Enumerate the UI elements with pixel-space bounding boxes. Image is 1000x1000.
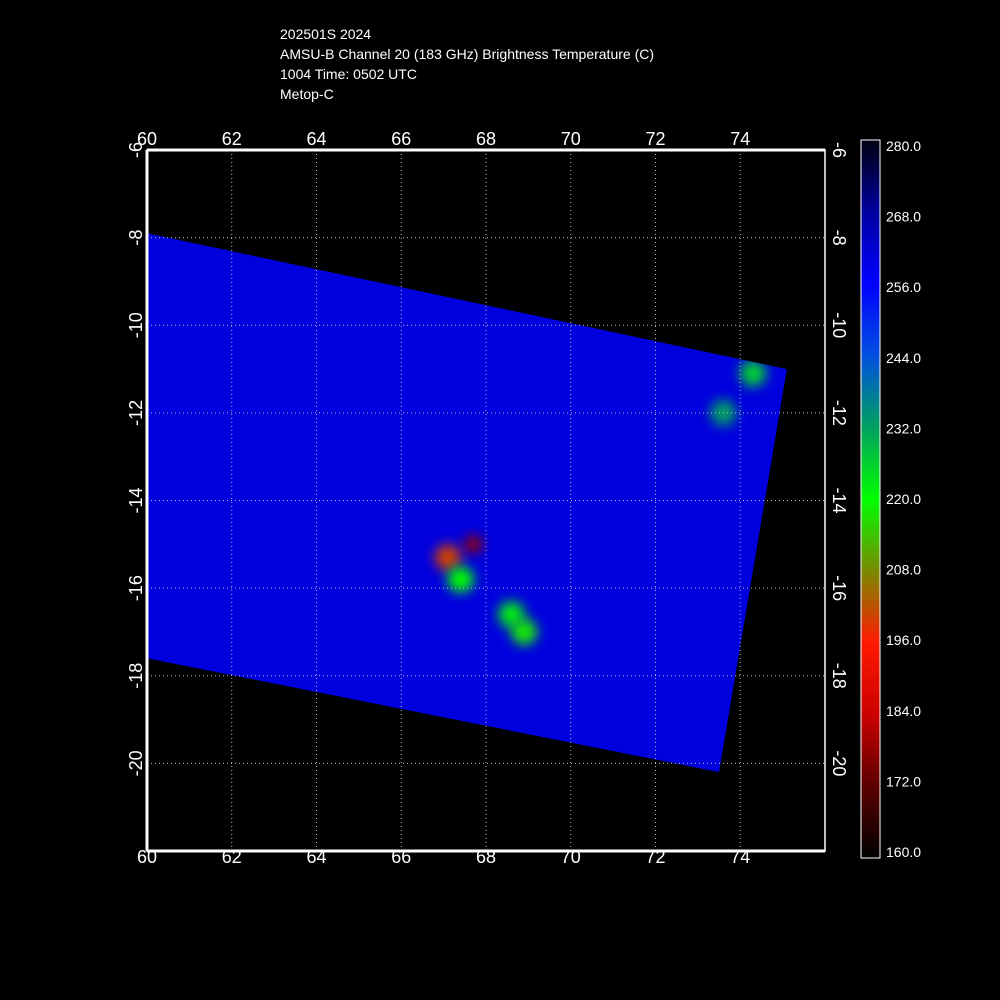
x-tick-bottom-66: 66 xyxy=(391,847,411,867)
y-tick-left--16: -16 xyxy=(126,575,146,601)
y-tick-right--20: -20 xyxy=(829,750,849,776)
y-tick-left--12: -12 xyxy=(126,400,146,426)
colorbar-tick-220.0: 220.0 xyxy=(886,491,921,507)
cold-cloud-feature-1 xyxy=(434,544,461,571)
y-tick-right--12: -12 xyxy=(829,400,849,426)
cold-cloud-feature-4 xyxy=(511,618,538,645)
x-tick-top-74: 74 xyxy=(730,129,750,149)
swath-features xyxy=(434,360,766,645)
colorbar-tick-196.0: 196.0 xyxy=(886,632,921,648)
cold-cloud-feature-0 xyxy=(464,535,483,554)
x-tick-bottom-72: 72 xyxy=(645,847,665,867)
x-tick-top-60: 60 xyxy=(137,129,157,149)
x-tick-bottom-60: 60 xyxy=(137,847,157,867)
x-tick-top-62: 62 xyxy=(222,129,242,149)
colorbar-tick-244.0: 244.0 xyxy=(886,350,921,366)
y-tick-left--10: -10 xyxy=(126,312,146,338)
x-tick-top-66: 66 xyxy=(391,129,411,149)
colorbar-tick-208.0: 208.0 xyxy=(886,562,921,578)
colorbar-tick-184.0: 184.0 xyxy=(886,703,921,719)
cold-cloud-feature-5 xyxy=(739,360,766,387)
colorbar-tick-160.0: 160.0 xyxy=(886,844,921,860)
y-tick-left--20: -20 xyxy=(126,750,146,776)
x-tick-bottom-62: 62 xyxy=(222,847,242,867)
y-tick-right--8: -8 xyxy=(829,230,849,246)
orbit-time-line: 1004 Time: 0502 UTC xyxy=(280,66,417,82)
x-tick-top-68: 68 xyxy=(476,129,496,149)
cold-cloud-feature-2 xyxy=(447,566,474,593)
colorbar-tick-256.0: 256.0 xyxy=(886,279,921,295)
x-tick-bottom-70: 70 xyxy=(561,847,581,867)
x-tick-bottom-68: 68 xyxy=(476,847,496,867)
colorbar-tick-268.0: 268.0 xyxy=(886,209,921,225)
y-tick-left--18: -18 xyxy=(126,663,146,689)
satellite-name: Metop-C xyxy=(280,86,334,102)
x-tick-bottom-74: 74 xyxy=(730,847,750,867)
y-tick-right--18: -18 xyxy=(829,663,849,689)
chart-title: AMSU-B Channel 20 (183 GHz) Brightness T… xyxy=(280,46,655,62)
y-tick-right--10: -10 xyxy=(829,312,849,338)
colorbar-tick-232.0: 232.0 xyxy=(886,420,921,436)
y-tick-left--6: -6 xyxy=(126,142,146,158)
y-tick-left--8: -8 xyxy=(126,230,146,246)
colorbar xyxy=(860,139,881,859)
x-tick-top-72: 72 xyxy=(645,129,665,149)
x-tick-top-70: 70 xyxy=(561,129,581,149)
y-tick-left--14: -14 xyxy=(126,487,146,513)
swath-background xyxy=(147,233,787,773)
chart-id-line: 202501S 2024 xyxy=(280,26,372,42)
colorbar-tick-172.0: 172.0 xyxy=(886,773,921,789)
y-tick-right--6: -6 xyxy=(829,142,849,158)
y-tick-right--16: -16 xyxy=(829,575,849,601)
colorbar-tick-280.0: 280.0 xyxy=(886,138,921,154)
x-tick-top-64: 64 xyxy=(306,129,326,149)
x-tick-bottom-64: 64 xyxy=(306,847,326,867)
y-tick-right--14: -14 xyxy=(829,487,849,513)
